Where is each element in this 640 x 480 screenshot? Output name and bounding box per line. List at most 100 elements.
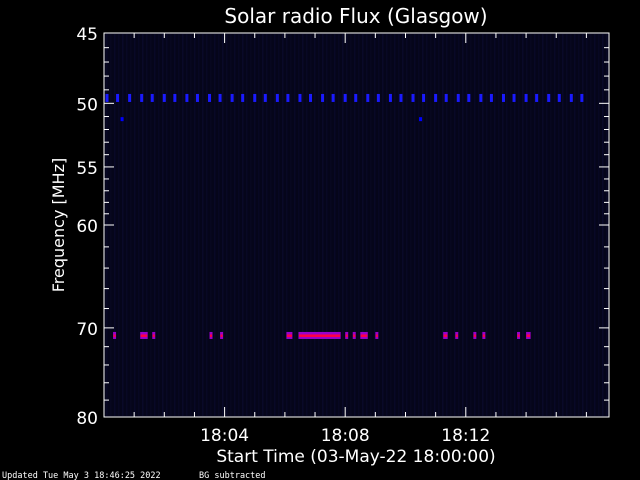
noise-stripe xyxy=(242,34,244,416)
noise-stripe xyxy=(586,34,588,416)
background-noise-stripes xyxy=(106,34,608,416)
y-tick-label: 70 xyxy=(76,320,98,340)
updated-timestamp: Updated Tue May 3 18:46:25 2022 xyxy=(2,471,161,480)
noise-stripe xyxy=(574,34,576,416)
noise-stripe xyxy=(178,34,180,416)
band-mark xyxy=(456,93,460,102)
band-mark xyxy=(411,93,415,102)
noise-stripe xyxy=(594,34,596,416)
noise-stripe xyxy=(238,34,240,416)
x-axis-label: Start Time (03-May-22 18:00:00) xyxy=(216,447,495,467)
noise-stripe xyxy=(554,34,556,416)
noise-stripe xyxy=(206,34,208,416)
noise-stripe xyxy=(194,34,196,416)
noise-stripe xyxy=(510,34,512,416)
noise-stripe xyxy=(118,34,120,416)
x-tick-label: 18:04 xyxy=(200,426,249,446)
band-mark xyxy=(479,93,483,102)
noise-stripe xyxy=(394,34,396,416)
band-mark xyxy=(309,93,313,102)
band-mark xyxy=(343,93,347,102)
noise-stripe xyxy=(146,34,148,416)
noise-stripe xyxy=(294,34,296,416)
plot-area xyxy=(104,33,609,417)
noise-stripe xyxy=(466,34,468,416)
point-mark xyxy=(120,117,124,122)
noise-stripe xyxy=(434,34,436,416)
noise-stripe xyxy=(354,34,356,416)
band-mark xyxy=(535,93,539,102)
noise-stripe xyxy=(514,34,516,416)
noise-stripe xyxy=(362,34,364,416)
noise-stripe xyxy=(470,34,472,416)
band-mark xyxy=(467,93,471,102)
noise-stripe xyxy=(382,34,384,416)
band-49mhz-marks xyxy=(105,93,584,102)
noise-stripe xyxy=(458,34,460,416)
noise-stripe xyxy=(454,34,456,416)
band-mark xyxy=(501,93,505,102)
noise-stripe xyxy=(210,34,212,416)
band-mark xyxy=(275,93,279,102)
noise-stripe xyxy=(334,34,336,416)
noise-stripe xyxy=(346,34,348,416)
noise-stripe xyxy=(530,34,532,416)
noise-stripe xyxy=(154,34,156,416)
noise-stripe xyxy=(550,34,552,416)
band-mark xyxy=(150,93,154,102)
event-mark-core xyxy=(517,334,520,337)
band-mark xyxy=(321,93,325,102)
noise-stripe xyxy=(566,34,568,416)
event-mark-core xyxy=(482,334,485,337)
noise-stripe xyxy=(114,34,116,416)
noise-stripe xyxy=(414,34,416,416)
y-tick-label: 55 xyxy=(76,159,98,179)
noise-stripe xyxy=(166,34,168,416)
noise-stripe xyxy=(570,34,572,416)
y-tick-label: 80 xyxy=(76,409,98,429)
noise-stripe xyxy=(558,34,560,416)
noise-stripe xyxy=(266,34,268,416)
noise-stripe xyxy=(418,34,420,416)
noise-stripe xyxy=(158,34,160,416)
event-mark-core xyxy=(526,334,531,337)
noise-stripe xyxy=(302,34,304,416)
noise-stripe xyxy=(422,34,424,416)
noise-stripe xyxy=(342,34,344,416)
noise-stripe xyxy=(462,34,464,416)
noise-stripe xyxy=(142,34,144,416)
band-mark xyxy=(195,93,199,102)
band-mark xyxy=(286,93,290,102)
band-mark xyxy=(547,93,551,102)
band-mark xyxy=(116,93,120,102)
noise-stripe xyxy=(234,34,236,416)
noise-stripe xyxy=(562,34,564,416)
band-mark xyxy=(569,93,573,102)
noise-stripe xyxy=(326,34,328,416)
noise-stripe xyxy=(406,34,408,416)
noise-stripe xyxy=(442,34,444,416)
noise-stripe xyxy=(478,34,480,416)
x-tick-label: 18:08 xyxy=(321,426,370,446)
x-tick-label: 18:12 xyxy=(441,426,490,446)
noise-stripe xyxy=(126,34,128,416)
event-mark-core xyxy=(443,334,448,337)
noise-stripe xyxy=(330,34,332,416)
noise-stripe xyxy=(374,34,376,416)
band-mark xyxy=(162,93,166,102)
event-mark-core xyxy=(345,334,348,337)
band-mark xyxy=(434,93,438,102)
noise-stripe xyxy=(438,34,440,416)
noise-stripe xyxy=(174,34,176,416)
noise-stripe xyxy=(590,34,592,416)
band-mark xyxy=(524,93,528,102)
x-axis: 18:04 18:08 18:12 xyxy=(133,33,587,446)
noise-stripe xyxy=(186,34,188,416)
noise-stripe xyxy=(182,34,184,416)
noise-stripe xyxy=(250,34,252,416)
bg-subtracted-note: BG subtracted xyxy=(199,471,266,480)
band-mark xyxy=(105,93,109,102)
noise-stripe xyxy=(598,34,600,416)
band-mark xyxy=(422,93,426,102)
noise-stripe xyxy=(518,34,520,416)
